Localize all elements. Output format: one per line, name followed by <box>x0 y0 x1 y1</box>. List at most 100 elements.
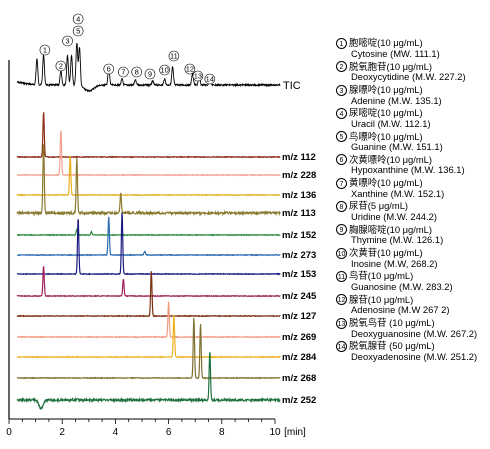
trace-line <box>16 130 281 177</box>
legend-item: 9 胸腺嘧啶(10 μg/mL) Thymine (M.W. 126.1) <box>336 224 488 245</box>
trace-line <box>16 314 281 359</box>
legend-compound-en: Uracil (M.W. 112.1) <box>351 117 431 129</box>
legend-number: 1 <box>336 38 347 49</box>
tic-peak-marker-label: 13 <box>194 72 202 81</box>
legend-number: 9 <box>336 224 347 236</box>
legend-compound-en: Deoxycytidine (M.W. 227.2) <box>351 71 466 83</box>
legend-compound-cn: 脱氧胞苷(10 μg/mL) <box>349 60 433 72</box>
legend-compound-en: Hypoxanthine (M.W. 136.1) <box>351 164 465 176</box>
tic-peak-marker-label: 9 <box>148 70 152 79</box>
legend-item: 8 尿苷(5 μg/mL) Uridine (M.W. 244.2) <box>336 201 488 222</box>
legend-compound-en: Uridine (M.W. 244.2) <box>351 211 437 223</box>
legend-item: 13 脱氧鸟苷 (10 μg/mL) Deoxyguanosine (M.W. 26… <box>336 316 488 339</box>
tic-peak-marker: 8 <box>131 66 142 78</box>
tic-peak-marker: 13 <box>192 70 204 82</box>
legend-item: 11 鸟苷(10 μg/mL) Guanosine (M.W. 283.2) <box>336 271 488 292</box>
legend-compound-cn: 脱氧腺苷 (50 μg/mL) <box>349 340 435 352</box>
tic-peak-marker-label: 8 <box>135 68 139 77</box>
legend-item: 1 胞嘧啶(10 μg/mL) Cytosine (MW. 111.1) <box>336 38 488 59</box>
legend-compound-cn: 腺苷(10 μg/mL) <box>349 293 414 305</box>
trace-line <box>16 155 281 197</box>
tic-peak-marker-label: 3 <box>65 37 69 46</box>
tic-peak-marker-label: 14 <box>206 75 214 84</box>
legend-compound-en: Deoxyadenosine (M.W. 251.2) <box>351 350 478 362</box>
legend-number: 8 <box>336 201 347 213</box>
tic-peak-marker-circle <box>159 64 170 76</box>
trace-label: m/z 245 <box>282 291 317 302</box>
tic-peak-marker: 5 <box>72 25 84 37</box>
tic-peak-marker: 6 <box>103 63 115 75</box>
tic-peak-marker-label: 7 <box>121 68 125 77</box>
legend-compound-en: Cytosine (MW. 111.1) <box>351 48 440 59</box>
trace-label: m/z 284 <box>282 352 317 363</box>
tic-peak-marker-circle <box>192 70 204 82</box>
tic-peak-marker: 11 <box>168 50 180 62</box>
trace-label: m/z 252 <box>282 395 316 406</box>
tic-label: TIC <box>283 80 301 92</box>
legend-compound-en: Xanthine (M.W. 152.1) <box>351 187 445 199</box>
tic-peak-marker-label: 11 <box>170 52 178 61</box>
legend-compound-cn: 次黄苷(10 μg/mL) <box>349 247 423 259</box>
legend-compound-en: Guanosine (M.W. 283.2) <box>351 280 453 292</box>
tic-peak-marker-circle <box>55 60 67 72</box>
tic-peak-marker-circle <box>144 68 156 80</box>
trace-label: m/z 152 <box>282 230 316 241</box>
tic-peak-marker: 1 <box>39 44 51 56</box>
legend-compound-cn: 尿嘧啶(10 μg/mL) <box>349 107 423 119</box>
tic-peak-marker-circle <box>118 66 129 78</box>
legend-compound-cn: 腺嘌呤(10 μg/mL) <box>349 83 423 95</box>
tic-peak-marker: 3 <box>62 35 73 47</box>
legend-compound-en: Adenosine (M.W 267 2) <box>351 304 450 316</box>
tic-peak-marker-circle <box>131 66 142 78</box>
legend-compound-cn: 胸腺嘧啶(10 μg/mL) <box>349 223 433 235</box>
trace-label: m/z 112 <box>282 152 316 163</box>
legend-item: 7 黄嘌呤(10 μg/mL) Xanthine (M.W. 152.1) <box>336 177 488 199</box>
trace-line <box>16 266 281 298</box>
tic-peak-marker: 4 <box>72 13 84 25</box>
legend-item: 10 次黄苷(10 μg/mL) Inosine (M.W, 268.2) <box>336 247 488 269</box>
x-tick-label: 8 <box>219 427 225 438</box>
trace-label: m/z 153 <box>282 269 316 280</box>
legend-number: 11 <box>336 270 347 282</box>
trace-line <box>16 112 281 159</box>
tic-peak-marker-label: 2 <box>59 62 63 71</box>
legend-compound-en: Guanine (M.W. 151.1) <box>351 141 443 153</box>
legend-number: 3 <box>336 84 347 96</box>
tic-peak-marker: 7 <box>118 66 129 78</box>
legend-compound-cn: 鸟嘌呤(10 μg/mL) <box>349 130 423 142</box>
legend-item: 4 尿嘧啶(10 μg/mL) Uracil (M.W. 112.1) <box>336 108 488 129</box>
trace-line <box>16 301 281 339</box>
trace-line <box>16 318 281 380</box>
tic-peak-marker-circle <box>103 63 115 75</box>
tic-peak-marker-circle <box>72 25 84 37</box>
trace-line <box>16 352 281 410</box>
x-tick-label: 6 <box>166 427 172 438</box>
trace-label: m/z 136 <box>282 190 316 201</box>
tic-peak-marker: 14 <box>204 73 216 85</box>
legend-number: 10 <box>336 247 347 259</box>
legend-number: 5 <box>336 131 347 143</box>
legend-compound-cn: 黄嘌呤(10 μg/mL) <box>349 177 423 189</box>
legend-compound-en: Adenine (M.W. 135.1) <box>351 94 442 106</box>
legend-item: 3 腺嘌呤(10 μg/mL) Adenine (M.W. 135.1) <box>336 83 488 106</box>
x-axis-unit: [min] <box>284 427 306 438</box>
tic-peak-marker: 12 <box>184 63 196 75</box>
legend-number: 14 <box>336 340 347 352</box>
legend-compound-cn: 脱氧鸟苷 (10 μg/mL) <box>349 316 435 328</box>
tic-peak-marker-label: 10 <box>160 66 168 75</box>
trace-line <box>16 216 281 257</box>
tic-peak-marker-circle <box>184 63 196 75</box>
legend: 1 胞嘧啶(10 μg/mL) Cytosine (MW. 111.1) 2 脱氧胞苷(… <box>336 38 488 364</box>
trace-label: m/z 127 <box>282 311 316 322</box>
legend-compound-en: Inosine (M.W, 268.2) <box>351 257 438 269</box>
legend-number: 13 <box>336 317 347 329</box>
legend-item: 2 脱氧胞苷(10 μg/mL) Deoxycytidine (M.W. 227.2… <box>336 61 488 82</box>
trace-line <box>16 144 281 217</box>
trace-line <box>16 228 281 237</box>
tic-peak-marker-circle <box>39 44 51 56</box>
tic-peak-marker-label: 4 <box>76 15 80 24</box>
legend-compound-en: Thymine (M.W. 126.1) <box>351 234 444 246</box>
x-tick-label: 2 <box>59 427 65 438</box>
legend-item: 6 次黄嘌呤(10 μg/mL) Hypoxanthine (M.W. 136.1) <box>336 154 488 175</box>
trace-label: m/z 268 <box>282 373 316 384</box>
